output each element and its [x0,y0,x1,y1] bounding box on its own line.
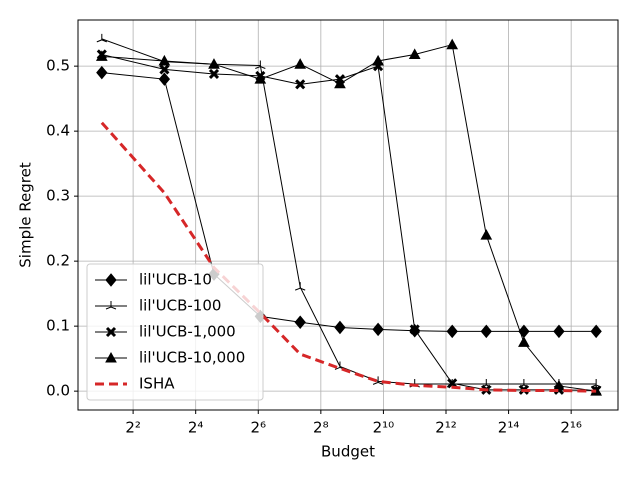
x-tick-label: 2¹⁴ [498,419,520,437]
marker [208,58,220,69]
x-tick-label: 2¹² [435,419,457,437]
marker [409,324,420,335]
legend-label: lil'UCB-10,000 [139,349,245,367]
marker [158,72,171,86]
marker [295,79,306,90]
y-tick-label: 0.2 [46,252,70,270]
legend-box [86,263,264,401]
x-tick-label: 2⁴ [188,419,204,437]
legend-marker [105,351,117,363]
x-tick-label: 2⁸ [313,419,329,437]
marker [446,38,459,50]
y-tick-label: 0.0 [46,382,70,400]
marker [480,324,492,339]
y-tick-label: 0.1 [46,317,70,335]
marker [255,60,266,69]
y-tick-label: 0.5 [46,57,70,75]
legend-label: ISHA [139,375,175,393]
legend-label: lil'UCB-10 [139,271,212,289]
marker [590,324,602,339]
marker [294,315,306,330]
marker [480,229,493,240]
marker [518,336,530,347]
marker [96,65,108,80]
x-axis-label: Budget [321,443,375,461]
legend-marker [105,273,117,287]
y-tick-label: 0.4 [46,122,70,140]
marker [254,73,267,84]
marker [159,64,170,75]
legend-label: lil'UCB-100 [139,297,221,315]
marker [553,324,565,339]
marker [553,379,565,391]
marker [295,282,306,291]
x-tick-label: 2¹⁰ [373,419,395,437]
y-tick-label: 0.3 [46,187,70,205]
marker [446,324,458,339]
marker [334,320,346,335]
marker [372,322,384,337]
marker [158,54,171,66]
marker [208,68,220,80]
marker [372,54,384,66]
x-tick-label: 2⁶ [250,419,266,437]
legend-marker [105,301,117,310]
marker [294,58,307,69]
marker [96,33,108,43]
legend-marker [105,326,117,338]
marker [334,77,346,89]
marker [95,50,108,61]
x-tick-label: 2¹⁶ [560,419,582,437]
marker [372,376,384,385]
plot-frame [77,19,619,411]
marker [408,48,421,59]
y-axis-label: Simple Regret [17,162,35,268]
legend-label: lil'UCB-1,000 [139,323,236,341]
x-tick-label: 2² [125,419,141,437]
